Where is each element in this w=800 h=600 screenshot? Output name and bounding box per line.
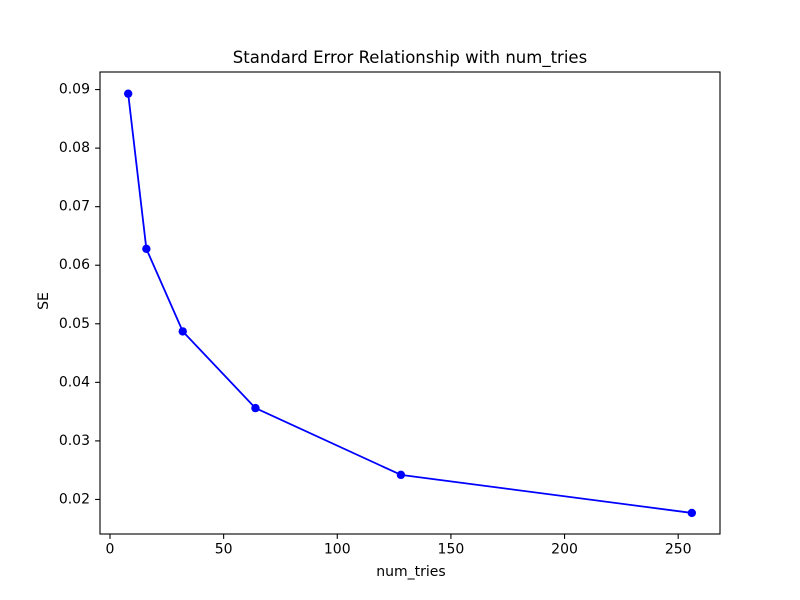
data-point-marker	[123, 89, 133, 98]
x-tick-label: 0	[106, 542, 115, 558]
y-tick-label: 0.03	[59, 433, 90, 449]
data-point-marker	[178, 327, 187, 336]
x-tick-label: 50	[215, 542, 233, 558]
x-tick-label: 150	[438, 542, 465, 558]
y-tick-label: 0.04	[59, 374, 90, 390]
plot-border	[99, 71, 721, 535]
y-tick-label: 0.06	[59, 257, 90, 273]
x-tick-label: 250	[665, 542, 692, 558]
y-tick-label: 0.07	[59, 199, 90, 215]
x-tick-label: 100	[324, 542, 351, 558]
series-line	[127, 93, 692, 514]
data-point-marker	[251, 403, 260, 413]
y-tick-label: 0.09	[59, 82, 90, 98]
data-point-marker	[687, 508, 697, 518]
y-tick-label: 0.02	[59, 491, 90, 507]
y-axis-label: SE	[36, 292, 52, 310]
data-point-marker	[142, 244, 151, 254]
data-point-marker	[396, 470, 406, 480]
plot-region: 0 50 100 150 200 250 0.02 0.03 0.04 0.05 0.06 0.07 0…	[59, 71, 721, 558]
x-axis-label: num_tries	[376, 564, 445, 580]
chart-title: Standard Error Relationship with num_tri…	[233, 48, 587, 68]
y-tick-label: 0.08	[59, 140, 90, 156]
y-tick-label: 0.05	[59, 316, 90, 332]
x-tick-label: 200	[551, 542, 578, 558]
